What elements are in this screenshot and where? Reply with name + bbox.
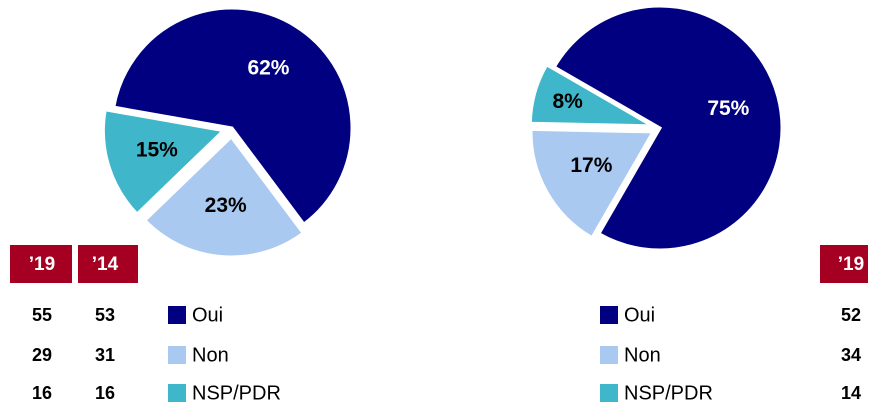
legend-label: Oui: [192, 304, 223, 326]
pie-slice: [112, 6, 354, 227]
legend-swatch: [600, 306, 618, 324]
header-label: ’19: [29, 254, 55, 275]
table-value: 14: [841, 383, 861, 403]
header-label: ’19: [838, 254, 864, 275]
data-label: 23%: [205, 194, 247, 217]
legend-label: Non: [192, 344, 229, 366]
data-label: 8%: [553, 90, 584, 113]
table-value: 53: [95, 305, 115, 325]
data-label: 15%: [136, 139, 178, 162]
table-value: 31: [95, 345, 115, 365]
legend-label: Oui: [624, 304, 655, 326]
data-label: 62%: [247, 56, 289, 79]
table-value: 29: [32, 345, 52, 365]
pie-slice: [528, 62, 654, 128]
table-value: 16: [32, 383, 52, 403]
header-box: [820, 245, 868, 283]
pie-slice: [142, 134, 306, 259]
header-box: [78, 245, 138, 283]
table-value: 55: [32, 305, 52, 325]
legend-swatch: [168, 306, 186, 324]
pie-slice: [101, 108, 227, 217]
data-label: 75%: [707, 97, 749, 120]
legend-swatch: [600, 346, 618, 364]
header-label: ’14: [92, 254, 119, 275]
legend-swatch: [600, 384, 618, 402]
legend-swatch: [168, 384, 186, 402]
data-label: 17%: [570, 154, 612, 177]
legend-label: Non: [624, 344, 661, 366]
pie-slice: [552, 4, 784, 252]
header-box: [10, 245, 72, 283]
legend-swatch: [168, 346, 186, 364]
table-value: 16: [95, 383, 115, 403]
pie-slice: [529, 127, 656, 240]
legend-label: NSP/PDR: [624, 382, 713, 404]
legend-label: NSP/PDR: [192, 382, 281, 404]
table-value: 34: [841, 345, 861, 365]
table-value: 52: [841, 305, 861, 325]
